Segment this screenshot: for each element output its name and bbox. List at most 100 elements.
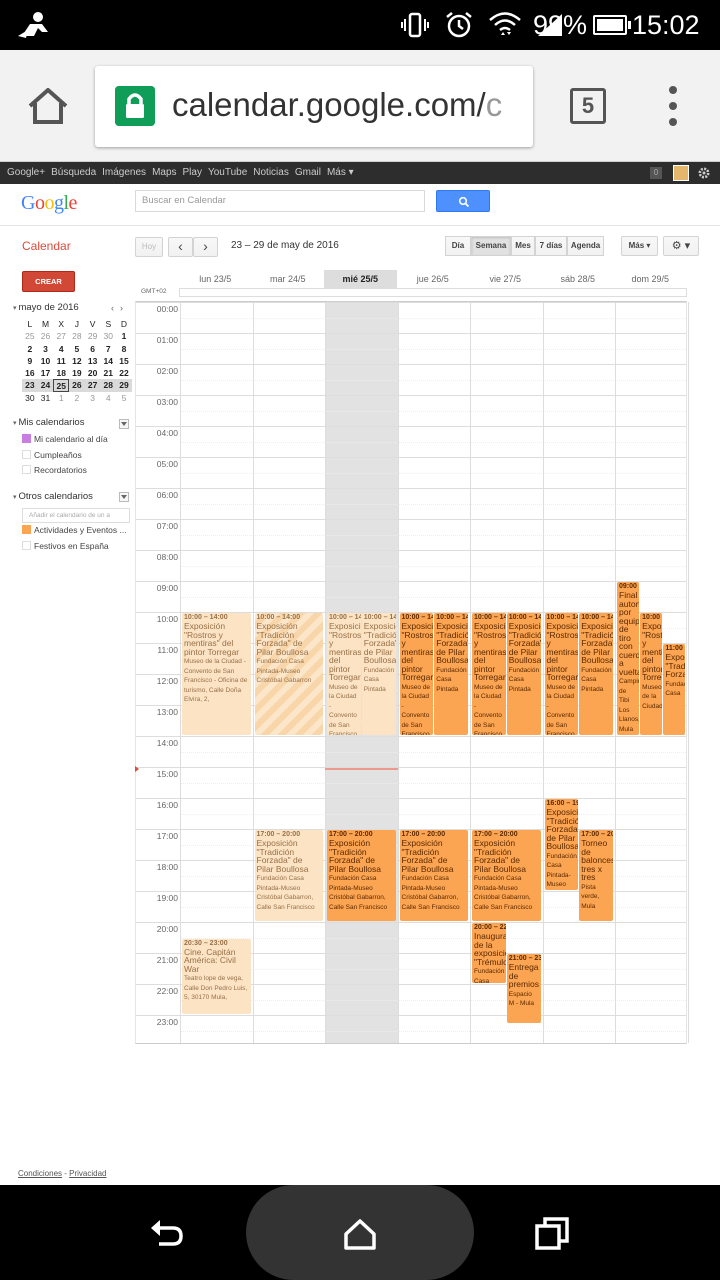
calendar-color-swatch[interactable]	[22, 434, 31, 443]
mini-day[interactable]: 30	[25, 392, 35, 403]
view-button[interactable]: Mes	[511, 236, 535, 256]
tab-switcher-button[interactable]: 5	[570, 88, 606, 124]
mini-day[interactable]: 27	[56, 331, 66, 342]
calendar-item[interactable]: Cumpleaños	[22, 449, 82, 462]
mini-day[interactable]: 21	[103, 368, 114, 379]
week-grid[interactable]: 00:00 01:00 02:00 03:00 04:00 05:00 06:00 07:00…	[135, 301, 689, 1044]
mini-day[interactable]: 24	[40, 380, 51, 391]
next-week-button[interactable]: ›	[193, 237, 218, 257]
privacy-link[interactable]: Privacidad	[69, 1169, 107, 1178]
mini-day[interactable]: 31	[40, 392, 51, 403]
view-button[interactable]: Semana	[471, 236, 511, 256]
google-bar-link[interactable]: Gmail	[294, 167, 321, 178]
search-button[interactable]	[436, 190, 490, 212]
google-bar-link[interactable]: Maps	[152, 167, 177, 178]
my-calendars-header[interactable]: ▾ Mis calendarios	[13, 417, 85, 428]
mini-day[interactable]: 12	[72, 355, 82, 366]
event-block[interactable]: 20:00 – 22:00Inauguración de la exposici…	[472, 923, 506, 983]
mini-day[interactable]: 30	[103, 331, 114, 342]
search-input[interactable]: Buscar en Calendar	[135, 190, 425, 212]
mini-day[interactable]: 17	[40, 368, 51, 379]
more-button[interactable]: Más ▾	[621, 236, 658, 256]
day-header[interactable]: lun 23/5	[199, 274, 232, 284]
mini-day[interactable]: 26	[72, 380, 82, 391]
google-logo[interactable]: Google	[21, 192, 77, 214]
calendar-item[interactable]: Festivos en España	[22, 540, 109, 553]
event-block[interactable]: 20:30 – 23:00 Cine. Capitán América: Civi…	[182, 938, 251, 1014]
prev-week-button[interactable]: ‹	[168, 237, 193, 257]
google-bar-link[interactable]: Play	[182, 167, 202, 178]
event-block[interactable]: 17:00 – 20:00 Exposición "Tradición Forza…	[254, 830, 323, 921]
overflow-menu-icon[interactable]	[665, 86, 681, 126]
mini-day[interactable]: 5	[121, 392, 127, 403]
home-icon[interactable]	[26, 84, 70, 128]
home-icon[interactable]	[340, 1214, 380, 1254]
mini-day[interactable]: 3	[43, 343, 48, 354]
add-calendar-input[interactable]: Añadir el calendario de un a	[22, 508, 130, 523]
mini-day[interactable]: 29	[87, 331, 98, 342]
google-bar-link[interactable]: Búsqueda	[51, 167, 97, 178]
recent-apps-icon[interactable]	[533, 1214, 573, 1254]
event-block[interactable]: 17:00 – 20:00 Exposición "Tradición Forza…	[399, 830, 468, 921]
my-calendars-dropdown[interactable]	[119, 419, 129, 429]
day-header[interactable]: dom 29/5	[631, 274, 670, 284]
day-header[interactable]: sáb 28/5	[560, 274, 596, 284]
mini-day[interactable]: 4	[58, 343, 64, 354]
calendar-color-swatch[interactable]	[22, 449, 31, 459]
other-calendars-header[interactable]: ▾ Otros calendarios	[13, 491, 93, 502]
event-block[interactable]: 17:00 – 20:00 Exposición "Tradición Forza…	[327, 830, 396, 921]
google-bar-link[interactable]: YouTube	[207, 167, 248, 178]
view-button[interactable]: Día	[445, 236, 471, 256]
calendar-item[interactable]: Mi calendario al día	[22, 433, 108, 446]
gear-icon[interactable]	[697, 166, 711, 180]
mini-day[interactable]: 3	[90, 392, 95, 403]
calendar-color-swatch[interactable]	[22, 540, 31, 550]
mini-day[interactable]: 7	[105, 343, 111, 354]
mini-day[interactable]: 11	[56, 355, 66, 366]
mini-day[interactable]: 14	[103, 355, 114, 366]
settings-button[interactable]: ⚙ ▾	[663, 236, 699, 256]
mini-day[interactable]: 25	[53, 379, 70, 392]
mini-day[interactable]: 16	[25, 368, 35, 379]
notifications-badge[interactable]: 0	[650, 167, 662, 179]
mini-day[interactable]: 6	[90, 343, 95, 354]
app-title[interactable]: Calendar	[22, 239, 71, 253]
google-bar-link[interactable]: Imágenes	[102, 167, 147, 178]
mini-day[interactable]: 22	[119, 368, 129, 379]
all-day-row[interactable]	[179, 288, 687, 297]
mini-day[interactable]: 4	[105, 392, 111, 403]
create-button[interactable]: CREAR	[22, 271, 75, 292]
mini-day[interactable]: 18	[56, 368, 66, 379]
mini-day[interactable]: 28	[103, 380, 114, 391]
mini-day[interactable]: 1	[121, 331, 127, 342]
mini-day[interactable]: 23	[25, 380, 35, 391]
mini-day[interactable]: 29	[119, 380, 129, 391]
mini-day[interactable]: 1	[58, 392, 64, 403]
day-header[interactable]: mar 24/5	[269, 274, 306, 284]
mini-day[interactable]: 2	[74, 392, 80, 403]
other-calendars-dropdown[interactable]	[119, 492, 129, 502]
google-bar-link[interactable]: Google+	[7, 167, 46, 178]
mini-day[interactable]: 13	[87, 355, 98, 366]
mini-day[interactable]: 2	[27, 343, 33, 354]
mini-day[interactable]: 15	[119, 355, 129, 366]
google-bar-link[interactable]: Más ▾	[326, 167, 354, 178]
mini-day[interactable]: 20	[87, 368, 98, 379]
view-button[interactable]: 7 días	[535, 236, 567, 256]
mini-day[interactable]: 19	[72, 368, 82, 379]
avatar[interactable]	[673, 165, 689, 181]
mini-day[interactable]: 27	[87, 380, 98, 391]
event-block[interactable]: 17:00 – 20:00 Exposición "Tradición Forza…	[472, 830, 541, 921]
calendar-item[interactable]: Actividades y Eventos ...	[22, 524, 127, 537]
